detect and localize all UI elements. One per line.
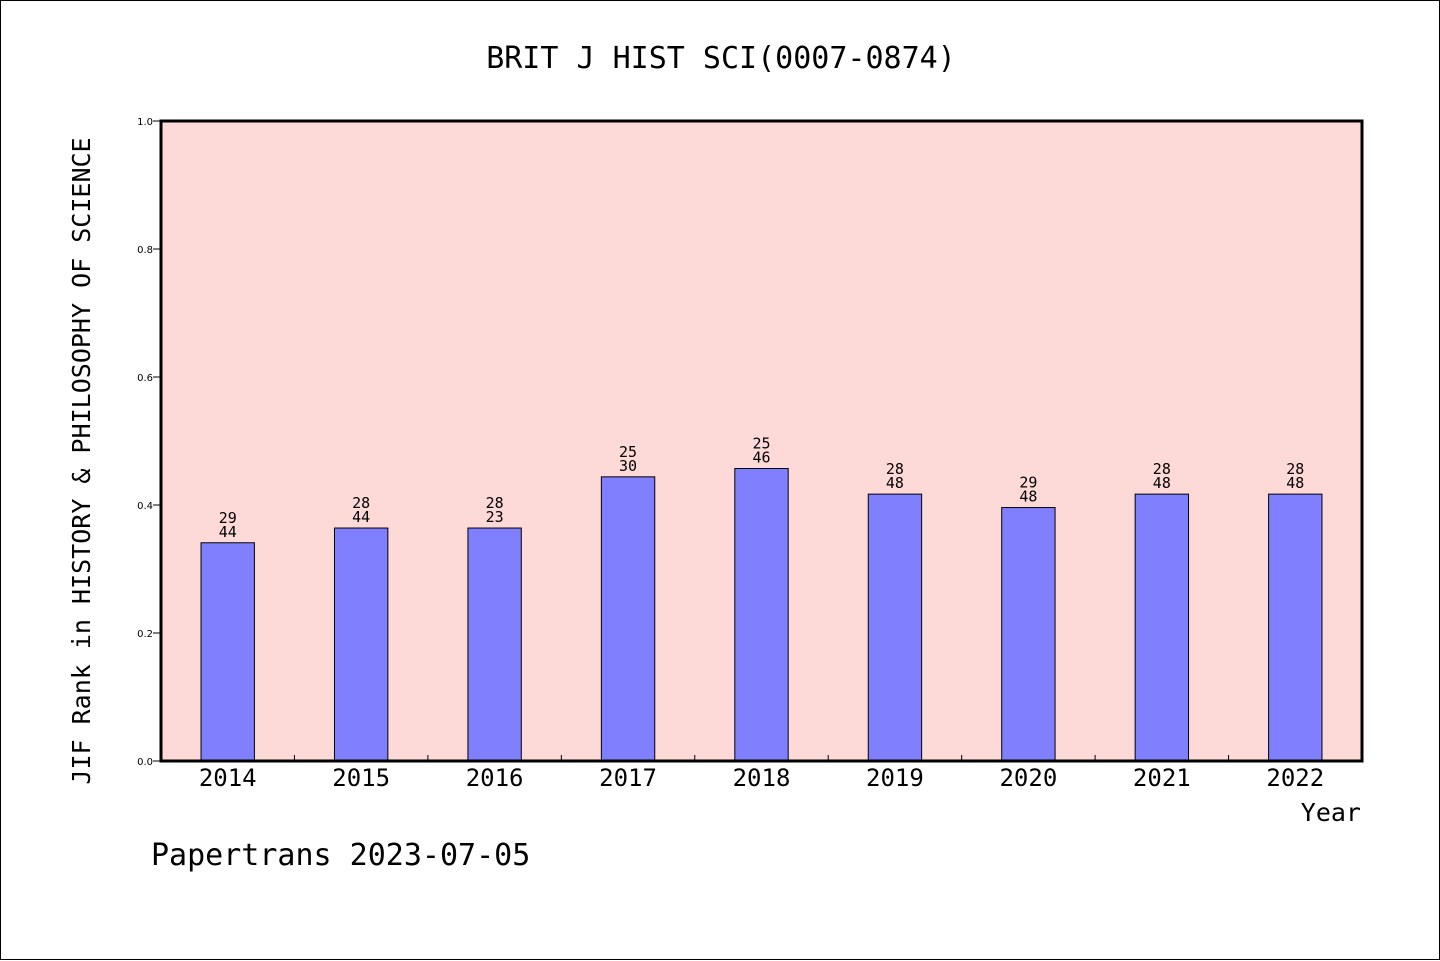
data-label-total: 30 [619,457,637,475]
x-tick-label: 2017 [599,764,657,792]
x-axis: 2014 2015 2016 2017 2018 2019 2020 2021 2022 [199,755,1324,792]
x-tick-label: 2016 [466,764,524,792]
y-tick-label: 0.2 [137,629,153,640]
bar [1134,493,1190,762]
data-label-total: 48 [1286,474,1304,492]
data-label-rank: 28 [1286,460,1304,478]
x-tick-label: 2014 [199,764,257,792]
y-axis-label: JIF Rank in HISTORY & PHILOSOPHY OF SCIE… [67,137,96,784]
data-label-total: 48 [1019,488,1037,506]
bar [200,542,255,762]
data-label-total: 46 [752,449,770,467]
bar [600,476,656,762]
data-label-total: 44 [219,523,237,541]
data-label-rank: 28 [486,494,504,512]
data-label-total: 48 [1153,474,1171,492]
y-axis: 0.0 0.2 0.4 0.6 0.8 1.0 [137,117,161,768]
data-label-total: 44 [352,508,370,526]
x-tick-label: 2019 [866,764,924,792]
data-label-rank: 25 [752,435,770,453]
y-tick-label: 0.0 [137,757,153,768]
bar [867,493,923,762]
bars-group [200,468,1323,762]
chart-title: BRIT J HIST SCI(0007-0874) [486,41,956,76]
data-label-rank: 28 [1153,460,1171,478]
x-tick-label: 2022 [1266,764,1324,792]
bar [1268,493,1323,762]
data-label-rank: 29 [219,509,237,527]
bar [1001,507,1056,762]
x-tick-label: 2021 [1133,764,1191,792]
bar [333,527,389,762]
data-label-rank: 29 [1019,474,1037,492]
y-tick-label: 0.4 [137,501,153,512]
x-tick-label: 2015 [332,764,390,792]
data-label-rank: 25 [619,443,637,461]
bar [734,468,789,762]
x-tick-label: 2018 [733,764,791,792]
bar [467,527,522,762]
data-label-rank: 28 [352,494,370,512]
data-label-total: 48 [886,474,904,492]
y-tick-label: 0.8 [137,245,153,256]
plot-border [159,119,1364,763]
x-tick-label: 2020 [999,764,1057,792]
footer-text: Papertrans 2023-07-05 [151,838,530,873]
x-axis-label: Year [1301,798,1361,827]
data-label-rank: 28 [886,460,904,478]
y-tick-label: 0.6 [137,373,153,384]
y-tick-label: 1.0 [137,117,153,128]
data-label-total: 23 [486,508,504,526]
